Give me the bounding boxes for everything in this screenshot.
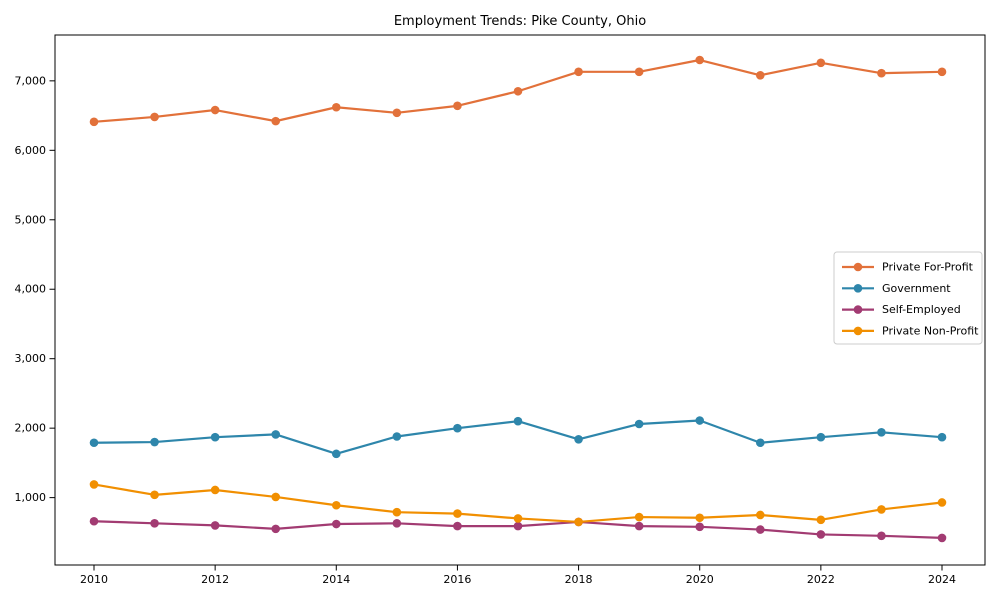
x-tick-label: 2022 <box>807 573 835 586</box>
data-point-private-non-profit-2011 <box>150 490 159 500</box>
data-point-government-2019 <box>634 419 644 429</box>
y-tick-label: 6,000 <box>15 144 47 157</box>
data-point-private-non-profit-2017 <box>513 514 523 523</box>
data-point-government-2020 <box>695 416 705 425</box>
chart-title: Employment Trends: Pike County, Ohio <box>393 14 647 29</box>
data-point-government-2021 <box>755 438 765 448</box>
legend-label: Private Non-Profit <box>882 324 979 337</box>
data-point-private-for-profit-2013 <box>271 116 281 126</box>
data-point-private-non-profit-2019 <box>634 512 644 522</box>
data-point-self-employed-2010 <box>89 516 99 526</box>
data-point-self-employed-2015 <box>392 519 402 528</box>
x-tick-label: 2024 <box>928 573 956 586</box>
data-point-private-for-profit-2024 <box>937 67 947 77</box>
y-tick-label: 5,000 <box>15 213 47 226</box>
data-point-private-for-profit-2017 <box>513 86 523 96</box>
data-point-government-2015 <box>392 432 402 441</box>
data-point-government-2022 <box>816 432 826 442</box>
data-point-private-for-profit-2012 <box>210 105 220 115</box>
data-point-self-employed-2019 <box>634 521 644 531</box>
data-point-government-2018 <box>574 434 583 444</box>
y-tick-label: 2,000 <box>15 422 47 435</box>
data-point-private-non-profit-2022 <box>816 515 826 525</box>
data-point-private-for-profit-2018 <box>574 67 583 77</box>
y-tick-label: 7,000 <box>15 74 47 87</box>
legend-label: Self-Employed <box>882 303 961 316</box>
data-point-government-2011 <box>150 437 159 447</box>
x-tick-label: 2012 <box>201 573 229 586</box>
data-point-private-for-profit-2015 <box>392 108 402 118</box>
data-point-private-non-profit-2010 <box>89 480 99 489</box>
data-point-government-2014 <box>331 449 341 459</box>
data-point-government-2013 <box>271 430 281 439</box>
data-point-private-non-profit-2020 <box>695 513 705 523</box>
y-tick-label: 4,000 <box>15 283 47 296</box>
data-point-private-for-profit-2022 <box>816 58 826 68</box>
data-point-government-2010 <box>89 438 99 448</box>
data-point-private-non-profit-2015 <box>392 507 402 517</box>
legend-box <box>833 251 983 345</box>
data-point-private-for-profit-2010 <box>89 117 99 127</box>
x-tick-label: 2018 <box>565 573 593 586</box>
data-point-private-for-profit-2023 <box>877 68 886 78</box>
data-point-private-non-profit-2014 <box>331 500 341 510</box>
data-point-private-for-profit-2019 <box>634 67 644 77</box>
data-point-self-employed-2023 <box>877 531 886 541</box>
data-point-self-employed-2011 <box>150 519 159 528</box>
data-point-private-non-profit-2013 <box>271 492 281 502</box>
data-point-self-employed-2016 <box>453 521 462 531</box>
x-tick-label: 2010 <box>80 573 108 586</box>
legend-marker <box>853 262 863 272</box>
data-point-private-non-profit-2024 <box>937 498 947 507</box>
data-point-self-employed-2014 <box>331 519 341 529</box>
legend-label: Private For-Profit <box>882 261 974 274</box>
data-point-private-non-profit-2016 <box>453 509 462 518</box>
legend-marker <box>853 305 863 314</box>
data-point-government-2016 <box>453 423 462 433</box>
data-point-self-employed-2020 <box>695 522 705 532</box>
y-tick-label: 1,000 <box>15 491 47 504</box>
data-point-government-2024 <box>937 432 947 442</box>
data-point-self-employed-2022 <box>816 530 826 539</box>
data-point-private-non-profit-2021 <box>755 510 765 520</box>
data-point-self-employed-2012 <box>210 521 220 530</box>
x-tick-label: 2016 <box>443 573 471 586</box>
legend-label: Government <box>882 282 951 295</box>
data-point-private-non-profit-2012 <box>210 485 220 495</box>
data-point-private-for-profit-2014 <box>331 102 341 112</box>
data-point-private-for-profit-2020 <box>695 55 705 65</box>
y-tick-label: 3,000 <box>15 352 47 365</box>
legend-marker <box>853 326 863 336</box>
series-line-government <box>93 419 943 455</box>
data-point-private-non-profit-2018 <box>574 517 583 527</box>
data-point-self-employed-2013 <box>271 524 281 534</box>
data-point-government-2012 <box>210 432 220 442</box>
legend-marker <box>853 284 863 293</box>
data-point-self-employed-2021 <box>755 525 765 534</box>
data-point-private-for-profit-2016 <box>453 101 462 111</box>
x-tick-label: 2014 <box>322 573 350 586</box>
data-point-government-2017 <box>513 416 523 426</box>
data-point-self-employed-2024 <box>937 533 947 543</box>
data-point-private-for-profit-2021 <box>755 70 765 80</box>
data-point-government-2023 <box>877 428 886 437</box>
axes-box <box>54 34 986 566</box>
data-point-private-non-profit-2023 <box>877 505 886 514</box>
data-point-self-employed-2017 <box>513 521 523 531</box>
x-tick-label: 2020 <box>686 573 714 586</box>
data-point-private-for-profit-2011 <box>150 112 159 122</box>
